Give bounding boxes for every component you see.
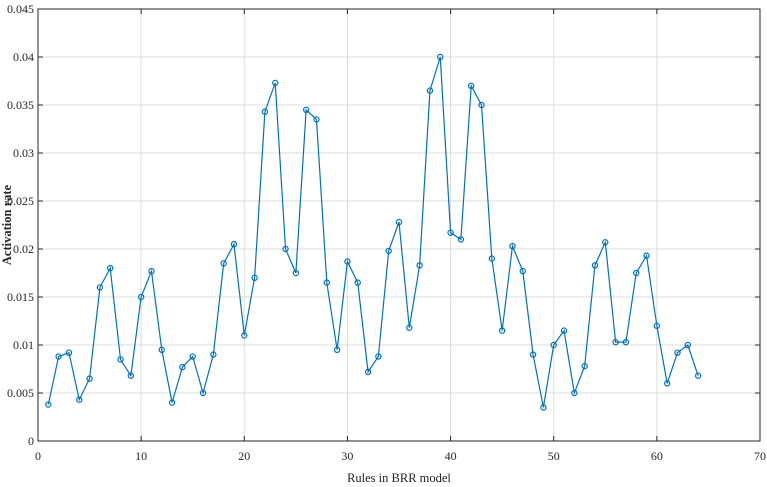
data-point-marker — [643, 252, 650, 259]
data-point-marker — [622, 338, 630, 346]
data-point-marker — [189, 353, 196, 360]
data-point-marker — [354, 279, 361, 286]
data-point-marker — [602, 239, 609, 246]
data-point-marker — [488, 255, 496, 262]
data-point-marker — [199, 389, 207, 397]
data-point-marker — [395, 218, 403, 226]
x-tick-label: 20 — [238, 449, 250, 463]
x-tick-label: 30 — [341, 449, 353, 463]
x-tick-label: 0 — [35, 449, 41, 463]
data-point-marker — [364, 368, 372, 376]
data-point-marker — [406, 324, 413, 331]
data-point-marker — [540, 404, 547, 411]
data-point-marker — [261, 108, 269, 115]
data-point-marker — [210, 351, 217, 358]
data-markers — [45, 53, 702, 411]
data-point-marker — [323, 279, 330, 286]
data-point-marker — [416, 262, 423, 269]
data-point-marker — [158, 346, 165, 353]
data-point-marker — [168, 399, 176, 406]
series-line — [47, 56, 699, 408]
y-tick-label: 0.035 — [7, 98, 34, 112]
data-point-marker — [385, 247, 392, 255]
x-tick-label: 50 — [548, 449, 560, 463]
data-point-marker — [694, 372, 702, 379]
data-point-marker — [272, 79, 279, 87]
data-point-marker — [251, 274, 258, 281]
data-point-marker — [663, 380, 671, 387]
y-tick-label: 0.01 — [13, 338, 34, 352]
y-tick-label: 0.03 — [13, 146, 34, 160]
x-tick-labels: 0 10 20 30 40 50 60 70 — [35, 449, 766, 463]
data-point-marker — [313, 116, 320, 123]
data-point-marker — [179, 363, 186, 371]
x-tick-label: 70 — [754, 449, 766, 463]
data-point-marker — [509, 242, 516, 250]
data-point-marker — [344, 258, 351, 265]
data-point-marker — [581, 362, 588, 370]
data-point-marker — [519, 267, 526, 275]
data-point-marker — [447, 229, 454, 236]
data-point-marker — [241, 332, 248, 339]
y-tick-label: 0.005 — [7, 386, 34, 400]
data-point-marker — [96, 284, 104, 291]
data-point-marker — [117, 356, 124, 363]
data-point-marker — [550, 341, 557, 349]
y-tick-label: 0.04 — [13, 50, 34, 64]
data-point-marker — [633, 269, 640, 277]
x-tick-label: 40 — [445, 449, 457, 463]
data-point-marker — [230, 240, 238, 248]
data-point-marker — [220, 260, 227, 267]
x-tick-label: 10 — [135, 449, 147, 463]
data-point-marker — [148, 267, 155, 275]
data-point-marker — [45, 401, 52, 408]
data-point-marker — [292, 269, 300, 277]
data-point-marker — [653, 322, 661, 329]
data-point-marker — [302, 106, 310, 114]
data-point-marker — [127, 372, 135, 379]
data-point-marker — [457, 236, 465, 243]
data-point-marker — [591, 262, 599, 269]
data-point-marker — [106, 265, 114, 272]
y-tick-label: 0.045 — [7, 2, 34, 16]
y-tick-label: 0.02 — [13, 242, 34, 256]
data-point-marker — [478, 101, 485, 109]
data-point-marker — [684, 341, 692, 349]
data-point-marker — [76, 396, 83, 403]
data-point-marker — [86, 375, 93, 382]
data-point-marker — [437, 53, 444, 61]
data-point-marker — [674, 349, 681, 356]
x-axis-label: Rules in BRR model — [347, 471, 451, 485]
plot-area-frame — [37, 8, 761, 442]
grid-lines — [38, 9, 760, 441]
data-point-marker — [560, 327, 568, 334]
data-point-marker — [468, 82, 475, 90]
data-point-marker — [65, 349, 73, 356]
data-point-marker — [571, 389, 578, 397]
data-point-marker — [612, 338, 619, 346]
data-point-marker — [426, 87, 434, 94]
y-tick-label: 0.015 — [7, 290, 34, 304]
x-tick-label: 60 — [651, 449, 663, 463]
y-axis-label: Activation rate — [0, 184, 14, 265]
data-point-marker — [498, 327, 506, 334]
y-tick-labels: 0 0.005 0.01 0.015 0.02 0.025 0.03 0.035 0.04 0.0… — [7, 2, 34, 448]
data-point-marker — [137, 293, 145, 301]
y-tick-label: 0 — [28, 434, 34, 448]
data-point-marker — [333, 346, 341, 353]
data-point-marker — [282, 245, 289, 253]
data-point-marker — [375, 353, 382, 360]
axis-ticks — [37, 8, 761, 442]
y-tick-label: 0.025 — [7, 194, 34, 208]
data-point-marker — [55, 353, 62, 360]
data-point-marker — [529, 351, 537, 358]
